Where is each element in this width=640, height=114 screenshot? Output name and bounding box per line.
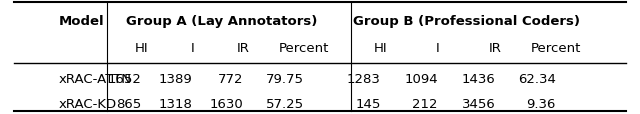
Text: 212: 212 (412, 97, 438, 110)
Text: IR: IR (237, 42, 250, 54)
Text: 1283: 1283 (347, 73, 381, 86)
Text: 62.34: 62.34 (518, 73, 556, 86)
Text: xRAC-ATTN: xRAC-ATTN (59, 73, 132, 86)
Text: 79.75: 79.75 (266, 73, 304, 86)
Text: Model: Model (59, 15, 104, 28)
Text: HI: HI (135, 42, 148, 54)
Text: 1652: 1652 (108, 73, 141, 86)
Text: 9.36: 9.36 (526, 97, 556, 110)
Text: 57.25: 57.25 (266, 97, 304, 110)
Text: Percent: Percent (531, 42, 581, 54)
Text: 1318: 1318 (159, 97, 193, 110)
Text: 3456: 3456 (461, 97, 495, 110)
Text: 1630: 1630 (210, 97, 244, 110)
Text: IR: IR (489, 42, 502, 54)
Text: 772: 772 (218, 73, 244, 86)
Text: xRAC-KD: xRAC-KD (59, 97, 117, 110)
Text: Group B (Professional Coders): Group B (Professional Coders) (353, 15, 580, 28)
Text: I: I (436, 42, 440, 54)
Text: 1094: 1094 (404, 73, 438, 86)
Text: 1389: 1389 (159, 73, 193, 86)
Text: 865: 865 (116, 97, 141, 110)
Text: I: I (191, 42, 195, 54)
Text: 1436: 1436 (461, 73, 495, 86)
Text: Group A (Lay Annotators): Group A (Lay Annotators) (125, 15, 317, 28)
Text: 145: 145 (355, 97, 381, 110)
Text: Percent: Percent (279, 42, 329, 54)
Text: HI: HI (374, 42, 387, 54)
